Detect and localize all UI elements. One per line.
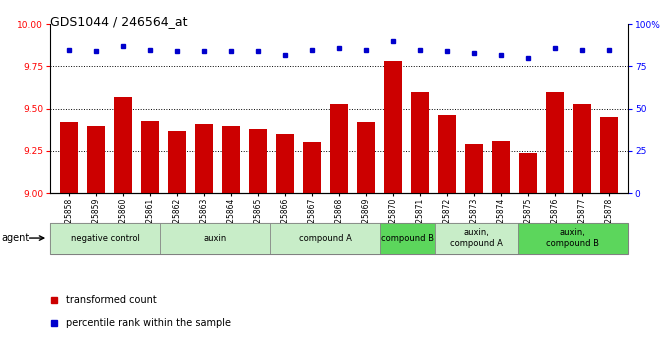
Bar [160, 223, 271, 254]
Text: compound A: compound A [299, 234, 351, 243]
Bar [518, 223, 628, 254]
Bar [546, 92, 564, 193]
Text: negative control: negative control [71, 234, 140, 243]
Bar [195, 124, 213, 193]
Bar [411, 92, 429, 193]
Bar [465, 144, 483, 193]
Text: compound B: compound B [381, 234, 434, 243]
Bar [303, 142, 321, 193]
Bar [249, 129, 267, 193]
Text: agent: agent [1, 233, 29, 243]
Bar [438, 116, 456, 193]
Bar [330, 104, 348, 193]
Bar [601, 117, 618, 193]
Bar [277, 134, 294, 193]
Bar [380, 223, 436, 254]
Text: auxin,
compound A: auxin, compound A [450, 228, 503, 248]
Text: transformed count: transformed count [66, 295, 157, 305]
Bar [168, 131, 186, 193]
Bar [114, 97, 132, 193]
Bar [357, 122, 375, 193]
Text: GDS1044 / 246564_at: GDS1044 / 246564_at [50, 16, 188, 29]
Text: auxin,
compound B: auxin, compound B [546, 228, 599, 248]
Bar [222, 126, 240, 193]
Bar [519, 152, 537, 193]
Bar [50, 223, 160, 254]
Bar [60, 122, 77, 193]
Bar [141, 120, 159, 193]
Text: auxin: auxin [204, 234, 227, 243]
Bar [88, 126, 105, 193]
Bar [573, 104, 591, 193]
Bar [436, 223, 518, 254]
Bar [384, 61, 401, 193]
Text: percentile rank within the sample: percentile rank within the sample [66, 318, 231, 328]
Bar [492, 141, 510, 193]
Bar [271, 223, 380, 254]
